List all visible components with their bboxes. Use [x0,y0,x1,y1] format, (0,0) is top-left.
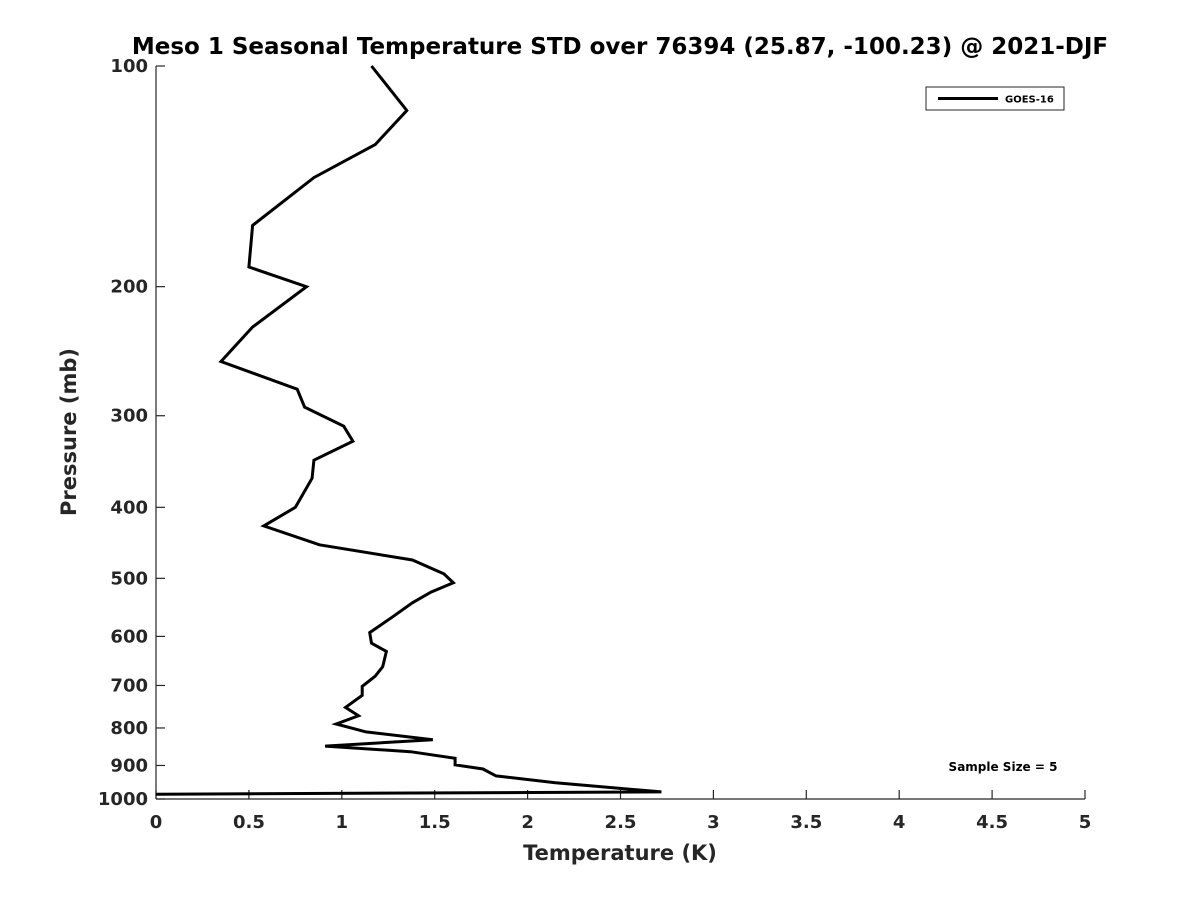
y-tick-label: 300 [110,406,148,427]
series-layer [156,66,661,794]
y-tick-label: 500 [110,568,148,589]
x-tick-label: 3 [707,812,720,833]
y-tick-label: 700 [110,675,148,696]
x-tick-label: 0 [150,812,163,833]
series-line-goes-16 [156,66,661,794]
chart-title: Meso 1 Seasonal Temperature STD over 763… [132,34,1108,60]
x-ticks: 0 0.5 1 1.5 2 2.5 3 3.5 4 4.5 5 [150,790,1092,833]
sample-size-annotation: Sample Size = 5 [949,760,1058,774]
x-tick-label: 1.5 [419,812,451,833]
y-tick-label: 1000 [98,789,148,810]
y-tick-label: 100 [110,56,148,77]
x-axis-label: Temperature (K) [523,841,717,865]
y-tick-label: 900 [110,755,148,776]
axes [156,66,1085,799]
x-tick-label: 4.5 [976,812,1008,833]
legend-entry-goes-16: GOES-16 [1005,95,1054,106]
x-tick-label: 1 [336,812,349,833]
x-tick-label: 2.5 [605,812,637,833]
x-tick-label: 3.5 [790,812,822,833]
y-tick-label: 600 [110,626,148,647]
x-tick-label: 2 [521,812,534,833]
y-ticks: 100 200 300 400 500 600 700 800 900 1000 [98,56,165,810]
x-tick-label: 0.5 [233,812,265,833]
y-tick-label: 400 [110,497,148,518]
legend: GOES-16 [926,87,1064,110]
x-tick-label: 5 [1079,812,1092,833]
x-tick-label: 4 [893,812,906,833]
y-tick-label: 800 [110,718,148,739]
y-axis-label: Pressure (mb) [57,348,81,516]
y-tick-label: 200 [110,277,148,298]
